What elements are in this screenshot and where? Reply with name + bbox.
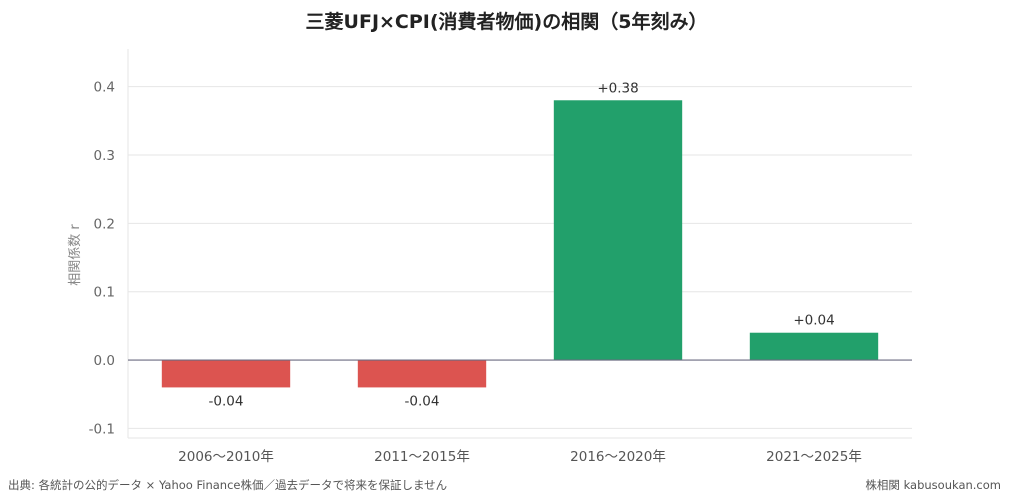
data-label: +0.38 <box>597 80 638 96</box>
bar-chart: -0.1 0.0 0.1 0.2 0.3 0.4 2006〜2010年 2011〜2015年 2… <box>68 49 912 465</box>
data-label: -0.04 <box>405 393 440 409</box>
y-axis-label: 相関係数 r <box>68 224 83 286</box>
x-tick-label: 2011〜2015年 <box>374 449 470 465</box>
bar <box>357 360 487 388</box>
footer-credit: 株相関 kabusoukan.com <box>865 478 1001 492</box>
x-tick-label: 2016〜2020年 <box>570 449 666 465</box>
y-tick-label: 0.4 <box>94 80 115 96</box>
grid-lines <box>128 86 912 429</box>
chart-title: 三菱UFJ×CPI(消費者物価)の相関（5年刻み） <box>305 11 708 33</box>
data-label: +0.04 <box>793 313 834 329</box>
data-label: -0.04 <box>209 393 244 409</box>
y-tick-label: 0.3 <box>94 148 115 164</box>
y-tick-label: 0.2 <box>94 216 115 232</box>
axes: -0.1 0.0 0.1 0.2 0.3 0.4 2006〜2010年 2011〜2015年 2… <box>89 49 912 465</box>
data-labels: -0.04 -0.04 +0.38 +0.04 <box>128 80 912 409</box>
bar <box>749 332 879 361</box>
y-tick-label: 0.0 <box>94 353 115 369</box>
footer-source: 出典: 各統計の公的データ × Yahoo Finance株価／過去データで将来… <box>8 478 448 492</box>
bars <box>161 100 879 388</box>
bar <box>553 100 683 361</box>
bar <box>161 360 291 388</box>
y-tick-label: 0.1 <box>94 285 115 301</box>
x-tick-label: 2006〜2010年 <box>178 449 274 465</box>
y-tick-label: -0.1 <box>89 421 115 437</box>
x-tick-label: 2021〜2025年 <box>766 449 862 465</box>
